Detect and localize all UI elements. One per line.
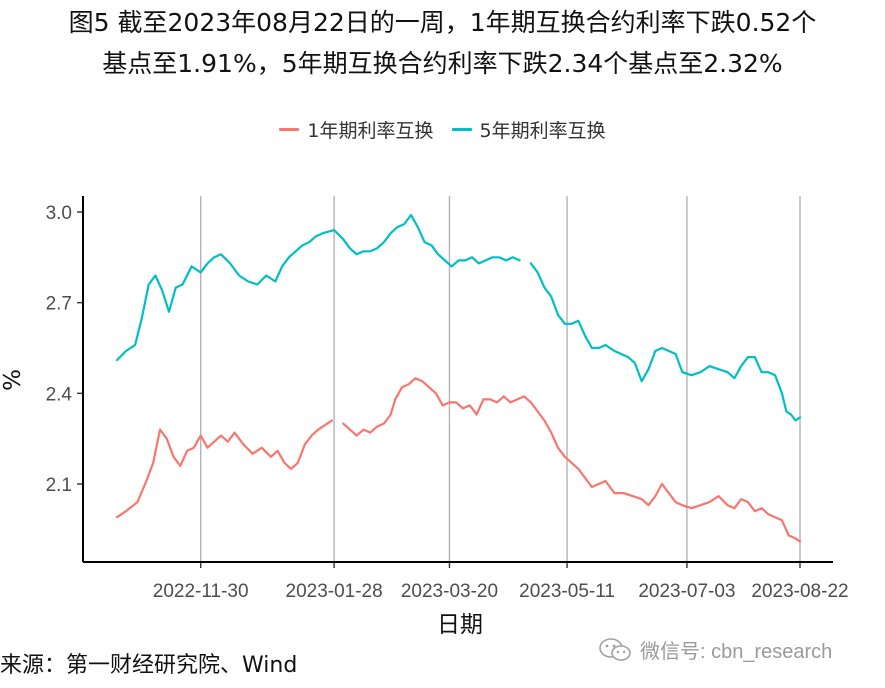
- legend: 1年期利率互换 5年期利率互换: [0, 116, 885, 142]
- series-5y-line-segment: [115, 213, 521, 362]
- watermark: 微信号: cbn_research: [598, 635, 832, 664]
- x-tick-label: 2023-05-11: [519, 581, 615, 602]
- gridlines: [199, 196, 801, 562]
- legend-swatch-1y: [279, 127, 300, 131]
- series-layer: [115, 213, 802, 543]
- x-tick-label: 2022-11-30: [153, 581, 249, 602]
- wechat-icon: [599, 637, 631, 661]
- legend-label-5y: 5年期利率互换: [479, 119, 606, 142]
- series-1y-line-segment: [342, 377, 802, 543]
- series-1y-line-segment: [115, 419, 333, 519]
- chart-title-line-2: 基点至1.91%，5年期互换合约利率下跌2.34个基点至2.32%: [102, 49, 783, 78]
- x-axis-title: 日期: [437, 612, 483, 638]
- series-5y-line-segment: [529, 262, 802, 422]
- legend-label-1y: 1年期利率互换: [307, 119, 434, 142]
- legend-swatch-5y: [451, 127, 472, 131]
- axes-layer: 2022-11-30 2023-01-28 2023-03-20 2023-05-11…: [46, 196, 849, 602]
- y-tick-label: 2.1: [46, 475, 72, 496]
- x-tick-label: 2023-03-20: [401, 581, 498, 602]
- chart-title-line-1: 图5 截至2023年08月22日的一周，1年期互换合约利率下跌0.52个: [68, 8, 817, 37]
- y-tick-label: 2.4: [46, 384, 73, 405]
- watermark-text: 微信号: cbn_research: [640, 641, 833, 663]
- x-tick-label: 2023-08-22: [751, 581, 848, 602]
- legend-item-5y: 5年期利率互换: [451, 116, 606, 143]
- y-tick-label: 2.7: [46, 294, 72, 315]
- x-tick-label: 2023-01-28: [286, 581, 383, 602]
- y-tick-label: 3.0: [46, 203, 72, 224]
- source-note: 来源：第一财经研究院、Wind: [0, 653, 298, 678]
- y-axis-title: %: [0, 369, 26, 391]
- legend-item-1y: 1年期利率互换: [279, 116, 434, 143]
- x-tick-label: 2023-07-03: [638, 581, 735, 602]
